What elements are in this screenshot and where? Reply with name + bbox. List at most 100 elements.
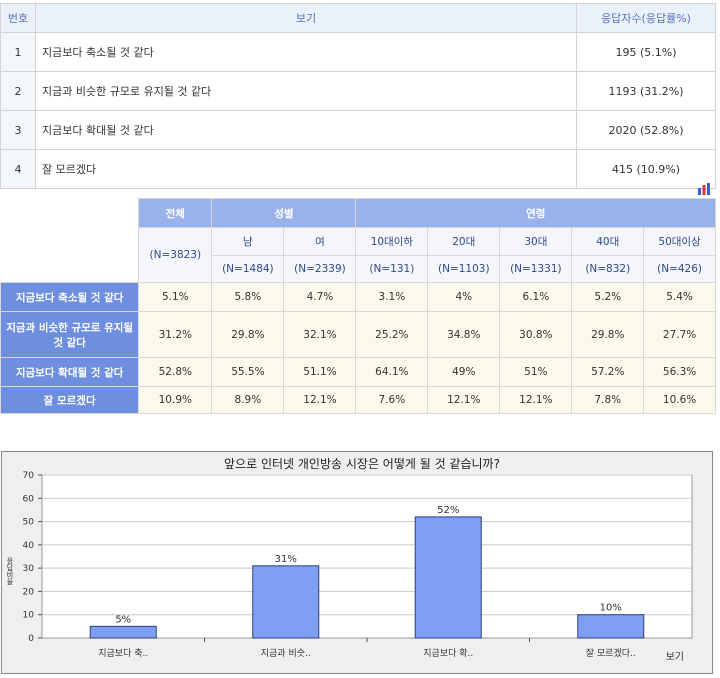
bar-data-label: 5%	[115, 614, 131, 625]
cell-value: 6.1%	[499, 282, 573, 312]
cell-value: 55.5%	[211, 357, 285, 387]
row-count: 415 (10.9%)	[576, 149, 716, 189]
cell-value: 4%	[427, 282, 501, 312]
x-tick-label: 지금과 비슷..	[261, 648, 311, 659]
bar	[89, 625, 157, 639]
group-header-30s: 30대	[499, 227, 573, 256]
cell-value: 5.4%	[643, 282, 716, 312]
group-n-50s: (N=426)	[643, 255, 716, 283]
row-option: 지금보다 축소될 것 같다	[35, 32, 577, 72]
cell-value: 27.7%	[643, 311, 716, 358]
cell-value: 3.1%	[355, 282, 429, 312]
bar-chart-panel: 앞으로 인터넷 개인방송 시장은 어떻게 될 것 같습니까? 0 10 20 30 40…	[1, 451, 713, 674]
header-option: 보기	[35, 3, 577, 33]
row-label: 잘 모르겠다	[0, 386, 140, 414]
chart-title: 앞으로 인터넷 개인방송 시장은 어떻게 될 것 같습니까?	[224, 457, 500, 471]
group-header-teens: 10대이하	[355, 227, 429, 256]
table-row: 2 지금과 비슷한 규모로 유지될 것 같다 1193 (31.2%)	[0, 71, 716, 111]
cell-value: 64.1%	[355, 357, 429, 387]
row-option: 지금보다 확대될 것 같다	[35, 110, 577, 150]
cell-value: 34.8%	[427, 311, 501, 358]
corner-cell	[0, 198, 139, 283]
bar-data-label: 10%	[600, 603, 622, 614]
table-row: 1 지금보다 축소될 것 같다 195 (5.1%)	[0, 32, 716, 72]
cell-value: 12.1%	[499, 386, 573, 414]
row-number: 1	[0, 32, 36, 72]
y-tick-label: 10	[23, 611, 35, 621]
y-tick-label: 40	[23, 541, 35, 551]
crosstab-table: 전체 성별 연령 (N=3823) 남 여 10대이하 20대 30대 40대 …	[0, 198, 716, 414]
cell-value: 5.2%	[571, 282, 645, 312]
row-count: 195 (5.1%)	[576, 32, 716, 72]
row-number: 4	[0, 149, 36, 189]
header-count: 응답자수(응답률%)	[576, 3, 716, 33]
table-row: 지금과 비슷한 규모로 유지될 것 같다 31.2% 29.8% 32.1% 2…	[0, 311, 716, 358]
bar	[252, 565, 320, 639]
cell-value: 8.9%	[211, 386, 285, 414]
cell-value: 7.6%	[355, 386, 429, 414]
chart-view-icon[interactable]	[697, 183, 711, 195]
row-option: 잘 모르겠다	[35, 149, 577, 189]
age-header: 연령	[355, 198, 716, 228]
table-row: 지금보다 축소될 것 같다 5.1% 5.8% 4.7% 3.1% 4% 6.1…	[0, 282, 716, 312]
table-header-row: 번호 보기 응답자수(응답률%)	[0, 3, 716, 33]
plot-area	[41, 474, 693, 639]
y-tick-label: 20	[23, 587, 35, 597]
row-number: 2	[0, 71, 36, 111]
cell-value: 12.1%	[427, 386, 501, 414]
group-header-50s: 50대이상	[643, 227, 716, 256]
cell-value: 30.8%	[499, 311, 573, 358]
group-n-female: (N=2339)	[283, 255, 357, 283]
cell-value: 51.1%	[283, 357, 357, 387]
bar	[414, 516, 482, 639]
x-axis-title: 보기	[666, 651, 684, 663]
cell-value: 7.8%	[571, 386, 645, 414]
cell-value: 10.6%	[643, 386, 716, 414]
group-header-40s: 40대	[571, 227, 645, 256]
cell-value: 52.8%	[138, 357, 213, 387]
y-tick-label: 70	[23, 471, 35, 481]
total-header: 전체	[138, 198, 213, 228]
cell-value: 32.1%	[283, 311, 357, 358]
x-tick-label: 지금보다 축..	[98, 648, 148, 659]
cell-value: 25.2%	[355, 311, 429, 358]
row-label: 지금과 비슷한 규모로 유지될 것 같다	[0, 311, 140, 358]
cell-value: 31.2%	[138, 311, 213, 358]
group-n-30s: (N=1331)	[499, 255, 573, 283]
header-number: 번호	[0, 3, 36, 33]
y-axis-title: 응답비율	[6, 557, 14, 585]
cell-value: 29.8%	[571, 311, 645, 358]
cell-value: 56.3%	[643, 357, 716, 387]
y-tick-label: 30	[23, 564, 35, 574]
cell-value: 51%	[499, 357, 573, 387]
cell-value: 12.1%	[283, 386, 357, 414]
cell-value: 10.9%	[138, 386, 213, 414]
cell-value: 29.8%	[211, 311, 285, 358]
row-count: 1193 (31.2%)	[576, 71, 716, 111]
group-n-40s: (N=832)	[571, 255, 645, 283]
row-label: 지금보다 확대될 것 같다	[0, 357, 140, 387]
y-tick-label: 60	[23, 494, 35, 504]
x-tick-label: 잘 모르겠다..	[586, 647, 636, 659]
bar	[577, 614, 645, 639]
y-tick-label: 0	[28, 634, 34, 644]
cell-value: 49%	[427, 357, 501, 387]
group-n-teens: (N=131)	[355, 255, 429, 283]
cell-value: 57.2%	[571, 357, 645, 387]
bar-data-label: 52%	[437, 505, 459, 516]
row-count: 2020 (52.8%)	[576, 110, 716, 150]
cell-value: 5.1%	[138, 282, 213, 312]
group-header-female: 여	[283, 227, 357, 256]
group-header-male: 남	[211, 227, 285, 256]
row-label: 지금보다 축소될 것 같다	[0, 282, 140, 312]
table-row: 3 지금보다 확대될 것 같다 2020 (52.8%)	[0, 110, 716, 150]
group-n-male: (N=1484)	[211, 255, 285, 283]
gender-header: 성별	[211, 198, 357, 228]
table-row: 지금보다 확대될 것 같다 52.8% 55.5% 51.1% 64.1% 49…	[0, 357, 716, 387]
bar-data-label: 31%	[275, 554, 297, 565]
table-row: 잘 모르겠다 10.9% 8.9% 12.1% 7.6% 12.1% 12.1%…	[0, 386, 716, 414]
table-row: 4 잘 모르겠다 415 (10.9%)	[0, 149, 716, 189]
group-header-20s: 20대	[427, 227, 501, 256]
x-tick-label: 지금보다 확..	[423, 647, 473, 659]
response-summary-table: 번호 보기 응답자수(응답률%) 1 지금보다 축소될 것 같다 195 (5.…	[0, 3, 716, 189]
